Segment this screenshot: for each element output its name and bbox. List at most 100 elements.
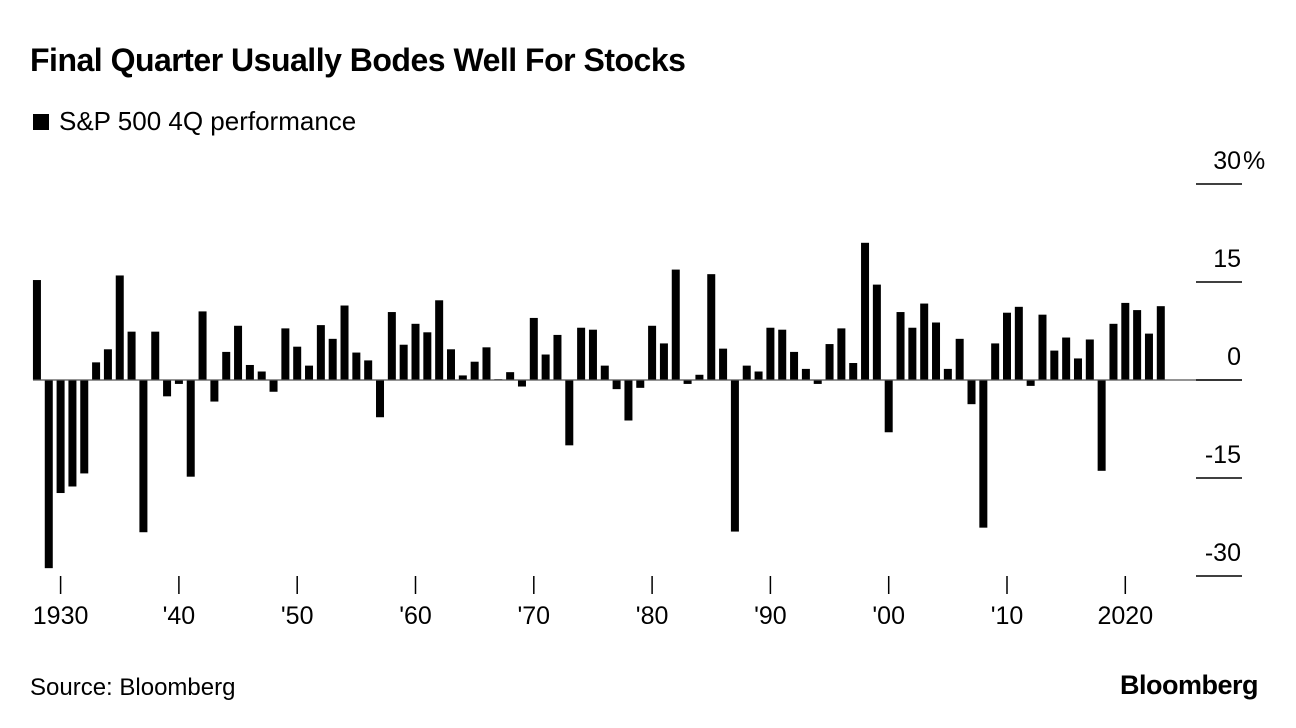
bar-2012	[1026, 380, 1035, 386]
bar-1957	[376, 380, 385, 418]
bar-1945	[234, 325, 243, 380]
x-tick-label: '40	[163, 602, 196, 630]
y-tick-label: 0	[1227, 343, 1241, 371]
bar-1965	[470, 361, 479, 380]
bar-1944	[222, 351, 231, 380]
bar-1991	[778, 329, 787, 380]
bar-2010	[1003, 312, 1011, 380]
bar-1947	[257, 371, 266, 380]
bar-2017	[1085, 339, 1094, 380]
legend-label: S&P 500 4Q performance	[59, 106, 357, 136]
bar-1986	[719, 348, 728, 380]
x-tick-label: 2020	[1097, 602, 1153, 630]
bar-1962	[435, 300, 444, 380]
bar-1984	[695, 374, 704, 380]
source-note: Source: Bloomberg	[30, 674, 236, 701]
bar-1943	[210, 380, 219, 402]
bar-1971	[541, 354, 550, 380]
bar-1974	[577, 327, 586, 380]
bar-1953	[328, 338, 337, 380]
bar-2000	[884, 380, 893, 433]
bar-1936	[127, 331, 136, 380]
bar-1963	[446, 349, 455, 380]
bar-2020	[1121, 302, 1130, 380]
bar-1992	[790, 351, 799, 380]
bar-1973	[565, 380, 574, 446]
bar-1934	[103, 349, 112, 380]
bar-1978	[624, 380, 633, 421]
bar-1929	[44, 380, 53, 569]
bar-1994	[813, 380, 822, 384]
bar-1931	[68, 380, 77, 487]
bar-1950	[293, 346, 302, 380]
bar-1952	[316, 325, 325, 380]
bar-1951	[305, 365, 314, 380]
bar-1993	[801, 368, 810, 380]
chart-title: Final Quarter Usually Bodes Well For Sto…	[30, 42, 686, 78]
bar-1988	[742, 365, 751, 380]
y-tick-label: 15	[1213, 245, 1241, 273]
bar-1941	[186, 380, 195, 477]
bar-1982	[671, 269, 680, 380]
bar-1960	[411, 323, 420, 380]
bar-1933	[92, 362, 101, 380]
bar-1958	[387, 312, 396, 380]
bar-1928	[32, 280, 41, 380]
bar-1997	[849, 363, 858, 380]
bar-1939	[163, 380, 172, 397]
bar-2014	[1050, 350, 1059, 380]
bar-1995	[825, 344, 834, 380]
legend: S&P 500 4Q performance	[33, 106, 356, 137]
bar-1981	[659, 343, 668, 380]
bar-1959	[399, 344, 408, 380]
bar-1983	[683, 380, 692, 384]
bar-1966	[482, 347, 491, 380]
bar-1946	[245, 364, 254, 380]
bar-1998	[861, 242, 870, 380]
bar-1940	[174, 380, 183, 384]
bar-2009	[991, 343, 1000, 380]
bar-2006	[955, 338, 964, 380]
bar-1972	[553, 334, 562, 380]
bar-1942	[198, 311, 207, 380]
bar-1949	[281, 328, 290, 380]
bar-1975	[588, 329, 597, 380]
bar-2021	[1133, 310, 1142, 380]
bar-1979	[636, 380, 645, 388]
bar-2008	[979, 380, 988, 528]
x-tick-label: 1930	[33, 602, 89, 630]
bar-2001	[896, 312, 905, 380]
bar-2019	[1109, 323, 1118, 380]
bar-1948	[269, 380, 278, 392]
bar-2003	[920, 303, 929, 380]
y-tick-label: -30	[1205, 539, 1241, 567]
bar-1987	[730, 380, 739, 532]
x-tick-label: '00	[872, 602, 905, 630]
bar-1985	[707, 274, 716, 380]
bar-1969	[517, 380, 526, 387]
bar-2023	[1156, 306, 1165, 380]
bar-1954	[340, 305, 349, 380]
bar-1961	[423, 332, 432, 380]
bar-1938	[151, 331, 160, 380]
bar-1930	[56, 380, 65, 494]
x-tick-label: '80	[636, 602, 669, 630]
x-tick-label: '10	[991, 602, 1024, 630]
bar-2004	[932, 322, 941, 380]
bar-1970	[529, 317, 538, 380]
x-tick-label: '90	[754, 602, 787, 630]
bar-1990	[766, 327, 775, 380]
y-tick-label: 30	[1213, 147, 1241, 175]
bar-1932	[80, 380, 89, 474]
bar-1935	[115, 275, 124, 380]
bloomberg-logo: Bloomberg	[1119, 670, 1259, 700]
bar-1977	[612, 380, 621, 390]
bar-2002	[908, 327, 917, 380]
legend-swatch	[33, 113, 49, 130]
bar-2022	[1144, 333, 1153, 380]
x-tick-label: '60	[399, 602, 432, 630]
bar-2016	[1073, 358, 1082, 380]
bar-2007	[967, 380, 976, 405]
bar-1976	[600, 365, 609, 380]
